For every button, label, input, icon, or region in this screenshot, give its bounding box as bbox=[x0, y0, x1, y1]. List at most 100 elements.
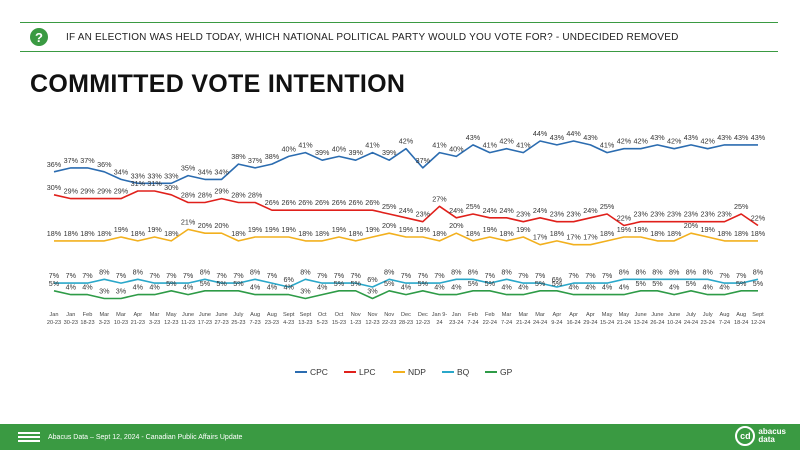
data-label-lpc: 31% bbox=[131, 179, 146, 188]
x-tick-label: 18-24 bbox=[734, 320, 748, 326]
abacus-logo: cd abacus data bbox=[735, 426, 786, 446]
data-label-ndp: 19% bbox=[516, 225, 531, 234]
x-tick-label: 23-24 bbox=[701, 320, 715, 326]
data-label-ndp: 18% bbox=[734, 229, 749, 238]
x-tick-label: Sept bbox=[752, 312, 764, 318]
data-label-gp: 4% bbox=[133, 283, 144, 292]
data-label-bq: 6% bbox=[367, 275, 378, 284]
data-label-bq: 7% bbox=[267, 271, 278, 280]
data-label-cpc: 37% bbox=[248, 156, 263, 165]
data-label-cpc: 41% bbox=[298, 141, 313, 150]
data-label-gp: 5% bbox=[686, 279, 697, 288]
data-label-ndp: 19% bbox=[634, 225, 649, 234]
x-tick-label: Nov bbox=[351, 312, 361, 318]
x-tick-label: 7-24 bbox=[501, 320, 512, 326]
x-tick-label: Mar bbox=[518, 312, 528, 318]
x-tick-label: June bbox=[199, 312, 211, 318]
x-tick-label: July bbox=[233, 312, 243, 318]
x-tick-label: Jan 9- bbox=[432, 312, 448, 318]
x-tick-label: 22-23 bbox=[382, 320, 396, 326]
data-label-cpc: 37% bbox=[80, 156, 95, 165]
data-label-bq: 7% bbox=[401, 271, 412, 280]
legend-label-gp: GP bbox=[500, 367, 513, 377]
data-label-ndp: 18% bbox=[164, 229, 179, 238]
data-label-lpc: 28% bbox=[181, 191, 196, 200]
data-label-lpc: 23% bbox=[717, 210, 732, 219]
data-label-gp: 5% bbox=[200, 279, 211, 288]
data-label-gp: 5% bbox=[418, 279, 429, 288]
x-tick-label: Nov bbox=[384, 312, 394, 318]
data-label-bq: 7% bbox=[49, 271, 60, 280]
data-label-lpc: 24% bbox=[533, 206, 548, 215]
x-tick-label: Mar bbox=[116, 312, 126, 318]
data-label-bq: 7% bbox=[66, 271, 77, 280]
data-label-cpc: 37% bbox=[64, 156, 79, 165]
data-label-gp: 5% bbox=[652, 279, 663, 288]
data-label-bq: 7% bbox=[434, 271, 445, 280]
data-label-gp: 4% bbox=[284, 283, 295, 292]
data-label-gp: 5% bbox=[485, 279, 496, 288]
data-label-ndp: 18% bbox=[432, 229, 447, 238]
data-label-ndp: 18% bbox=[97, 229, 112, 238]
data-label-ndp: 20% bbox=[684, 221, 699, 230]
data-label-bq: 7% bbox=[585, 271, 596, 280]
data-label-lpc: 29% bbox=[214, 187, 229, 196]
x-tick-label: Mar bbox=[99, 312, 109, 318]
series-line-ndp bbox=[54, 228, 758, 246]
data-label-gp: 5% bbox=[351, 279, 362, 288]
data-label-lpc: 28% bbox=[231, 191, 246, 200]
data-label-gp: 4% bbox=[82, 283, 93, 292]
data-label-lpc: 27% bbox=[432, 194, 447, 203]
x-tick-label: Aug bbox=[736, 312, 746, 318]
data-label-bq: 7% bbox=[485, 271, 496, 280]
vote-intention-chart: 36% 37% 37% 36%34% 33% 33% 33%35% 34% 34%38% 37% 3… bbox=[47, 129, 766, 377]
x-tick-label: 21-24 bbox=[617, 320, 631, 326]
data-label-cpc: 39% bbox=[315, 148, 330, 157]
data-label-ndp: 18% bbox=[751, 229, 766, 238]
data-label-gp: 4% bbox=[501, 283, 512, 292]
data-label-gp: 4% bbox=[317, 283, 328, 292]
x-tick-label: 24-24 bbox=[684, 320, 698, 326]
data-label-bq: 8% bbox=[250, 267, 261, 276]
x-tick-label: 28-23 bbox=[399, 320, 413, 326]
data-label-ndp: 18% bbox=[80, 229, 95, 238]
data-label-bq: 8% bbox=[300, 267, 311, 276]
x-tick-label: 25-23 bbox=[231, 320, 245, 326]
data-label-lpc: 25% bbox=[382, 202, 397, 211]
x-tick-label: 26-24 bbox=[650, 320, 664, 326]
x-tick-label: 3-23 bbox=[149, 320, 160, 326]
x-tick-label: 10-24 bbox=[667, 320, 681, 326]
x-tick-label: June bbox=[182, 312, 194, 318]
x-tick-label: 21-24 bbox=[516, 320, 530, 326]
data-label-ndp: 18% bbox=[600, 229, 615, 238]
data-label-bq: 6% bbox=[284, 275, 295, 284]
data-label-gp: 5% bbox=[468, 279, 479, 288]
data-label-bq: 7% bbox=[568, 271, 579, 280]
data-label-gp: 5% bbox=[233, 279, 244, 288]
data-label-bq: 7% bbox=[149, 271, 160, 280]
data-label-lpc: 28% bbox=[198, 191, 213, 200]
data-label-cpc: 44% bbox=[566, 129, 581, 138]
data-label-lpc: 23% bbox=[667, 210, 682, 219]
data-label-bq: 6% bbox=[552, 275, 563, 284]
x-tick-label: Aug bbox=[250, 312, 260, 318]
data-label-gp: 5% bbox=[384, 279, 395, 288]
data-label-lpc: 26% bbox=[315, 198, 330, 207]
x-tick-label: 4-23 bbox=[283, 320, 294, 326]
data-label-lpc: 25% bbox=[466, 202, 481, 211]
x-tick-label: 15-24 bbox=[600, 320, 614, 326]
data-label-lpc: 25% bbox=[734, 202, 749, 211]
x-tick-label: 24 bbox=[436, 320, 442, 326]
x-tick-label: 13-24 bbox=[634, 320, 648, 326]
data-label-cpc: 41% bbox=[432, 141, 447, 150]
x-tick-label: 5-23 bbox=[317, 320, 328, 326]
data-label-ndp: 20% bbox=[382, 221, 397, 230]
question-bar: ? IF AN ELECTION WAS HELD TODAY, WHICH N… bbox=[20, 22, 778, 52]
logo-text: abacus data bbox=[758, 428, 786, 444]
data-label-bq: 7% bbox=[719, 271, 730, 280]
x-tick-label: Aug bbox=[267, 312, 277, 318]
data-label-ndp: 19% bbox=[416, 225, 431, 234]
data-label-ndp: 18% bbox=[466, 229, 481, 238]
data-label-cpc: 37% bbox=[416, 156, 431, 165]
data-label-lpc: 24% bbox=[583, 206, 598, 215]
